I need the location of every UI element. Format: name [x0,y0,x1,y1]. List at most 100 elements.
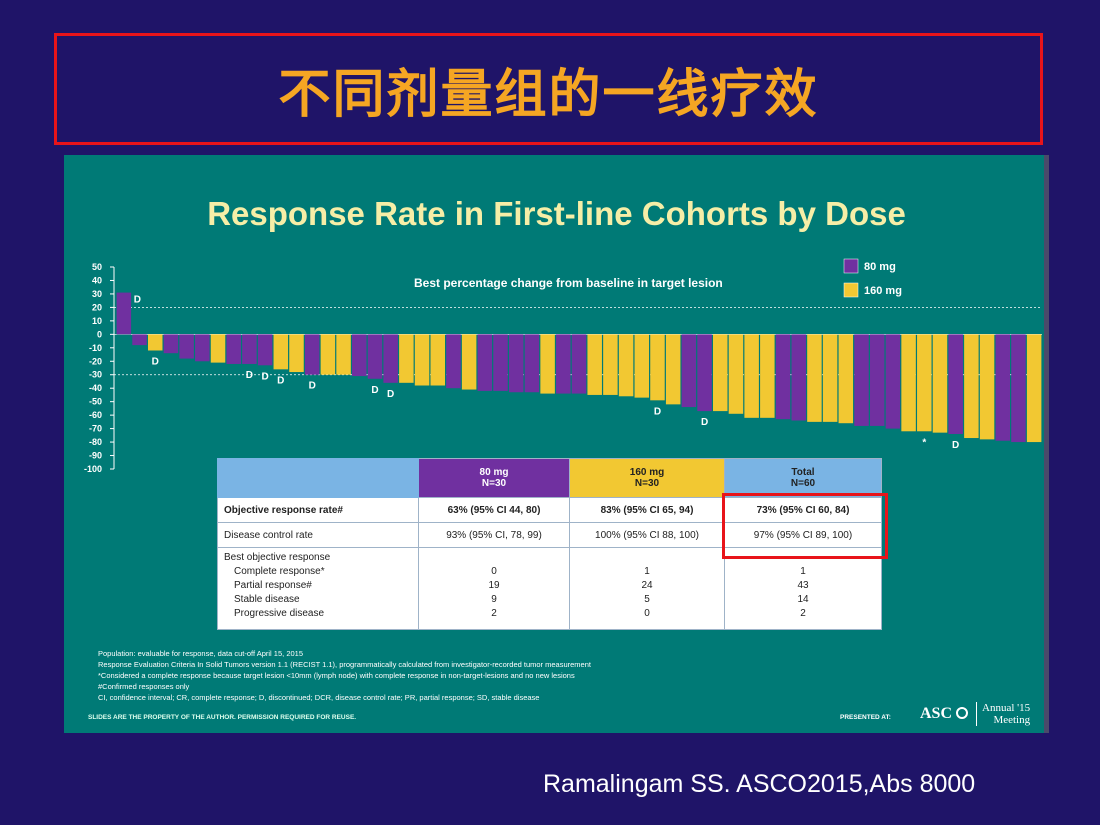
bar [979,334,995,440]
bar [147,334,163,351]
y-tick-label: -10 [89,343,102,353]
bar-label: D [701,417,708,428]
bor-160mg-sd: 5 [644,594,650,605]
waterfall-chart: 50 40 30 20 10 0 -10 -20 -30 -40 -50 -60 -70 -80 -90 -1… [84,258,1042,474]
bar [760,334,775,418]
header-80mg-text: 80 mg N=30 [479,467,509,489]
bar [822,334,838,422]
response-table: 80 mg N=30 160 mg N=30 Total N=60 Object… [217,458,882,630]
bar [320,334,336,375]
bar [775,334,791,420]
y-tick-label: 40 [92,275,102,285]
bar [665,334,681,405]
bar [854,334,869,426]
footnote-recist: Response Evaluation Criteria In Solid Tu… [98,660,591,669]
annual-meeting-logo: Annual '15 Meeting [976,702,1030,726]
bor-cr-label: Complete response* [234,566,325,577]
dcr-160mg: 100% (95% CI 88, 100) [569,522,725,548]
y-tick-label: -90 [89,451,102,461]
bor-pd-label: Progressive disease [234,608,325,619]
footnote-cr: *Considered a complete response because … [98,671,575,680]
y-tick-label: -100 [84,464,102,474]
legend: 80 mg 160 mg [843,258,902,298]
bar [885,334,901,429]
presented-at: PRESENTED AT: [840,714,891,721]
table-row-dcr: Disease control rate 93% (95% CI, 78, 99… [217,522,882,548]
bar [869,334,885,426]
bor-total-pd: 2 [800,608,806,619]
bar [508,334,524,393]
dcr-label: Disease control rate [217,522,419,548]
table-header-row: 80 mg N=30 160 mg N=30 Total N=60 [217,458,882,498]
bor-pr-label: Partial response# [234,580,312,591]
bar [807,334,822,422]
bar [1011,334,1026,443]
bar-labels-group: DDD D D D D DDD* D [134,295,960,451]
table-header-blank [217,458,419,498]
asco-logo-circle-icon [956,707,968,719]
bar [681,334,697,408]
slide-title: Response Rate in First-line Cohorts by D… [207,195,906,232]
legend-swatch [843,258,859,274]
bar [964,334,979,439]
bar [304,334,320,375]
orr-160mg: 83% (95% CI 65, 94) [569,497,725,523]
bor-total-pr: 43 [797,580,809,591]
legend-label: 80 mg [864,261,896,273]
bar [461,334,477,390]
bar [618,334,634,397]
y-tick-label: -40 [89,383,102,393]
bor-labels: Best objective response Complete respons… [217,547,419,630]
bar [603,334,618,395]
bar [1026,334,1042,443]
header-160mg-text: 160 mg N=30 [629,467,665,489]
bar-label: D [654,406,661,417]
bar [634,334,650,398]
y-tick-label: -60 [89,410,102,420]
bar [195,334,210,362]
bar [414,334,430,386]
slide-edge-strip [1044,155,1049,733]
bar [948,334,963,434]
slide-image: Response Rate in First-line Cohorts by D… [64,155,1049,733]
meeting-line-2: Meeting [993,714,1031,726]
highlight-box [722,493,888,559]
y-tick-label: -30 [89,370,102,380]
bar-label: D [309,381,316,392]
bar [524,334,540,393]
bor-80mg-cr: 0 [491,566,497,577]
bor-80mg-pr: 19 [488,580,500,591]
bar [713,334,728,412]
y-tick-label: 30 [92,289,102,299]
bar [728,334,744,414]
bar-label: * [922,437,926,448]
bar [791,334,806,421]
y-tick-label: -20 [89,356,102,366]
legend-swatch [843,282,859,298]
table-header-total: Total N=60 [724,458,882,498]
bar [352,334,367,377]
y-tick-label: -70 [89,424,102,434]
bor-total: 1 43 14 2 [724,547,882,630]
bar [650,334,665,401]
bor-160mg-pd: 0 [644,608,650,619]
y-tick-label: -80 [89,437,102,447]
y-tick-label: 20 [92,302,102,312]
chart-title: Best percentage change from baseline in … [414,276,723,290]
bar-label: D [371,385,378,396]
bor-160mg-blank [576,551,718,565]
slides-property-note: SLIDES ARE THE PROPERTY OF THE AUTHOR. P… [88,714,357,721]
orr-label: Objective response rate# [217,497,419,523]
bar [917,334,932,432]
bar [556,334,571,394]
bar [995,334,1011,441]
bar [257,334,273,366]
bar-label: D [152,356,159,367]
bar [179,334,194,359]
bor-160mg-pr: 24 [641,580,653,591]
bar [367,334,383,379]
bar [336,334,351,375]
bar-label: D [952,440,959,451]
bar [210,334,226,363]
bar [932,334,948,433]
